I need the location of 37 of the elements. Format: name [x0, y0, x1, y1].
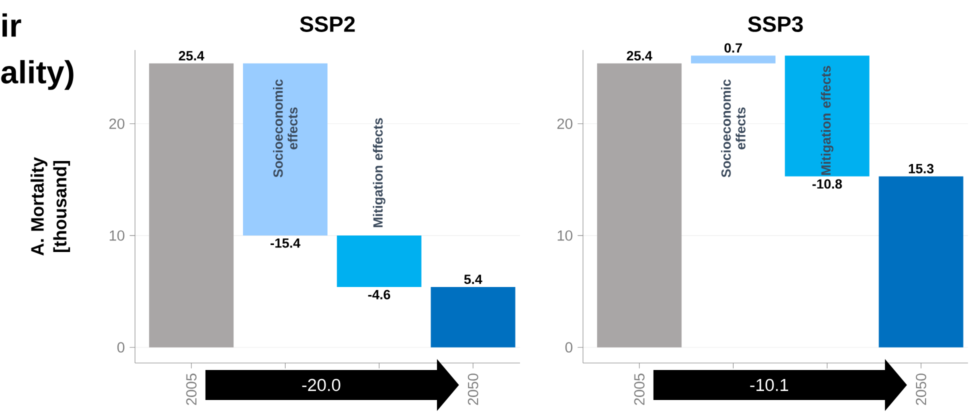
- data-label: -15.4: [270, 238, 300, 248]
- x-tick-label: 2005: [186, 374, 197, 405]
- chart-title: SSP3: [748, 16, 803, 32]
- text: -20.0: [302, 378, 340, 392]
- bar: [784, 56, 870, 176]
- data-label: 25.4: [178, 51, 204, 60]
- y-tick-label: 10: [110, 230, 124, 241]
- x-tick-label: 2050: [916, 374, 926, 405]
- data-label: -10.8: [812, 179, 842, 189]
- bar: [597, 63, 682, 348]
- annotation: Socioeconomic effects: [721, 80, 746, 178]
- y-axis-title: A. Mortality [thousand]: [30, 157, 70, 256]
- y-tick-label: 10: [558, 230, 572, 241]
- annotation: Socioeconomic effects: [273, 80, 298, 178]
- data-label: 5.4: [464, 274, 482, 284]
- annotation: Mitigation effects: [372, 118, 386, 228]
- bar: [878, 176, 964, 348]
- x-tick-label: 2005: [634, 374, 645, 405]
- data-label: 15.3: [908, 164, 934, 174]
- data-label: 0.7: [724, 43, 742, 53]
- bar: [430, 286, 516, 348]
- annotation: Mitigation effects: [820, 66, 834, 175]
- text: ir: [2, 13, 22, 37]
- text: -10.1: [750, 378, 788, 392]
- y-tick-label: 20: [557, 118, 572, 129]
- data-label: 25.4: [626, 51, 652, 60]
- bar: [336, 236, 422, 287]
- bar: [242, 63, 328, 236]
- y-tick-label: 0: [565, 342, 572, 353]
- y-tick-label: 0: [117, 342, 124, 353]
- text: ality): [1, 60, 74, 90]
- bar: [690, 56, 776, 64]
- bar: [149, 63, 234, 348]
- chart-title: SSP2: [300, 16, 355, 32]
- y-tick-label: 20: [109, 118, 124, 129]
- data-label: -4.6: [368, 290, 390, 300]
- x-tick-label: 2050: [468, 374, 478, 405]
